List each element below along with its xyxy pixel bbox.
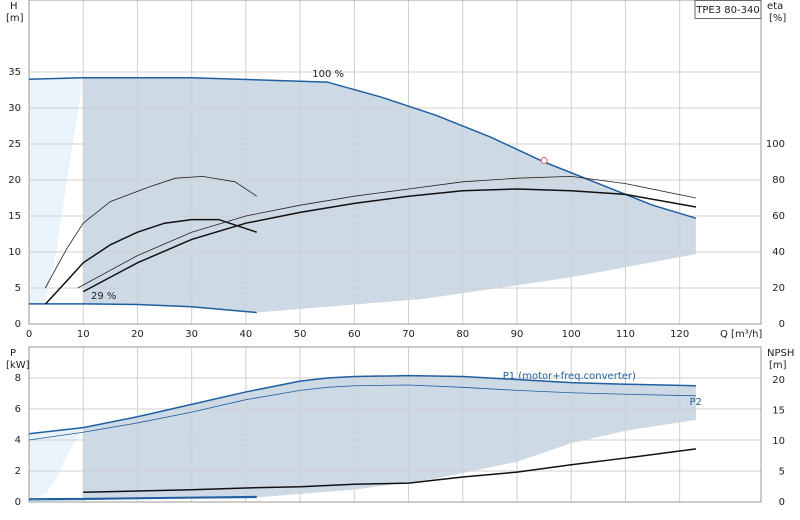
x-tick-label: 0 (26, 329, 32, 340)
curve (28, 384, 696, 441)
y-tick-label: 2 (15, 466, 21, 477)
y2-tick-label: 15 (772, 405, 785, 416)
y2-tick-label: 100 (766, 139, 785, 150)
y-tick-label: 6 (15, 404, 21, 415)
light-region (29, 77, 84, 304)
duty-point (540, 157, 548, 165)
light-region (29, 427, 84, 499)
curve-label: P1 (motor+freq.converter) (503, 371, 636, 382)
y-tick-label: 30 (8, 103, 21, 114)
curve (44, 175, 257, 289)
chart-title: TPE3 80-340 (695, 5, 759, 16)
y-tick-label: 25 (8, 139, 21, 150)
plot-frame (28, 0, 762, 325)
x-tick-label: 10 (77, 329, 90, 340)
y2-axis-unit: [%] (769, 13, 786, 24)
y-tick-label: 8 (15, 373, 21, 384)
x-tick-label: 90 (511, 329, 524, 340)
x-tick-label: 70 (402, 329, 415, 340)
curve (77, 175, 697, 289)
y2-axis-label: NPSH (767, 348, 794, 359)
x-tick-label: 20 (131, 329, 144, 340)
curve-label: P2 (690, 397, 702, 408)
x-tick-label: 120 (670, 329, 689, 340)
y-tick-label: 15 (8, 211, 21, 222)
y2-tick-label: 5 (779, 466, 785, 477)
x-axis-label: Q [m³/h] (720, 329, 762, 340)
curve (29, 303, 257, 314)
y2-tick-label: 20 (772, 283, 785, 294)
y2-tick-label: 0 (779, 497, 785, 508)
x-tick-label: 30 (185, 329, 198, 340)
y2-tick-label: 0 (779, 319, 785, 330)
y2-axis-label: eta (767, 1, 783, 12)
x-tick-label: 50 (294, 329, 307, 340)
y2-axis-unit: [m] (769, 360, 787, 371)
curve (82, 188, 697, 293)
operating-range (83, 77, 696, 313)
y-axis-label: P (10, 348, 16, 359)
curve-label: 29 % (91, 291, 116, 302)
y-tick-label: 10 (8, 247, 21, 258)
y-axis-unit: [m] (6, 13, 24, 24)
title-box (694, 0, 762, 19)
curve (28, 495, 257, 500)
y-tick-label: 20 (8, 175, 21, 186)
x-tick-label: 110 (616, 329, 635, 340)
y-tick-label: 0 (15, 319, 21, 330)
y-tick-label: 4 (15, 435, 21, 446)
y-tick-label: 5 (15, 283, 21, 294)
curve (28, 497, 257, 501)
y-axis-label: H (10, 1, 18, 12)
y2-tick-label: 20 (772, 375, 785, 386)
y2-tick-label: 60 (772, 211, 785, 222)
operating-range (83, 375, 696, 499)
y2-tick-label: 10 (772, 436, 785, 447)
x-tick-label: 60 (348, 329, 361, 340)
curve-label: 100 % (312, 69, 344, 80)
x-tick-label: 40 (240, 329, 253, 340)
y-tick-label: 0 (15, 497, 21, 508)
curve (28, 374, 696, 435)
x-tick-label: 100 (562, 329, 581, 340)
x-tick-label: 80 (456, 329, 469, 340)
curve (28, 77, 697, 219)
y2-tick-label: 40 (772, 247, 785, 258)
y2-tick-label: 80 (772, 175, 785, 186)
y-tick-label: 35 (8, 67, 21, 78)
y-axis-unit: [kW] (6, 360, 30, 371)
curve (44, 218, 257, 305)
plot-frame (28, 346, 762, 503)
curve (83, 448, 697, 493)
